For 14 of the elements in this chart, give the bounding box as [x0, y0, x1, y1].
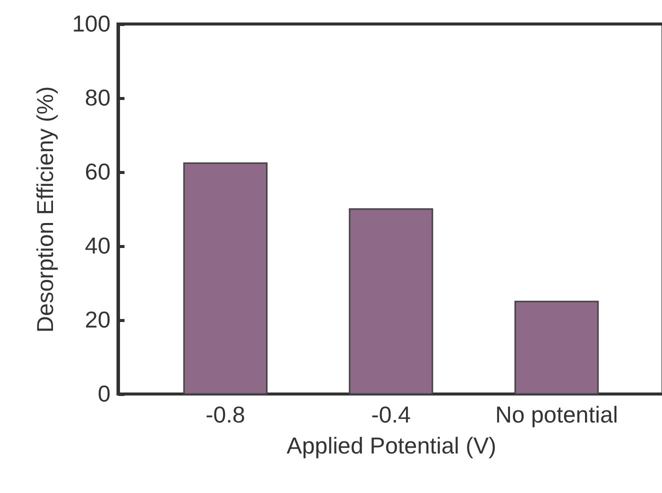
bar — [348, 208, 434, 395]
y-tick-label: 100 — [72, 10, 110, 36]
x-tick-label: -0.8 — [206, 402, 246, 428]
y-tick-label: 60 — [84, 158, 110, 184]
y-tick-label: 20 — [84, 306, 110, 332]
x-tick-label: -0.4 — [371, 402, 412, 428]
y-tick-label: 80 — [84, 84, 110, 110]
x-tick-label: No potential — [495, 402, 618, 428]
y-axis-title: Desorption Efficieny (%) — [32, 86, 58, 333]
x-axis-title: Applied Potential (V) — [286, 432, 496, 458]
y-tick-label: 0 — [98, 380, 110, 406]
bar — [183, 162, 268, 395]
bar — [514, 300, 599, 395]
y-tick-label: 40 — [84, 232, 110, 258]
